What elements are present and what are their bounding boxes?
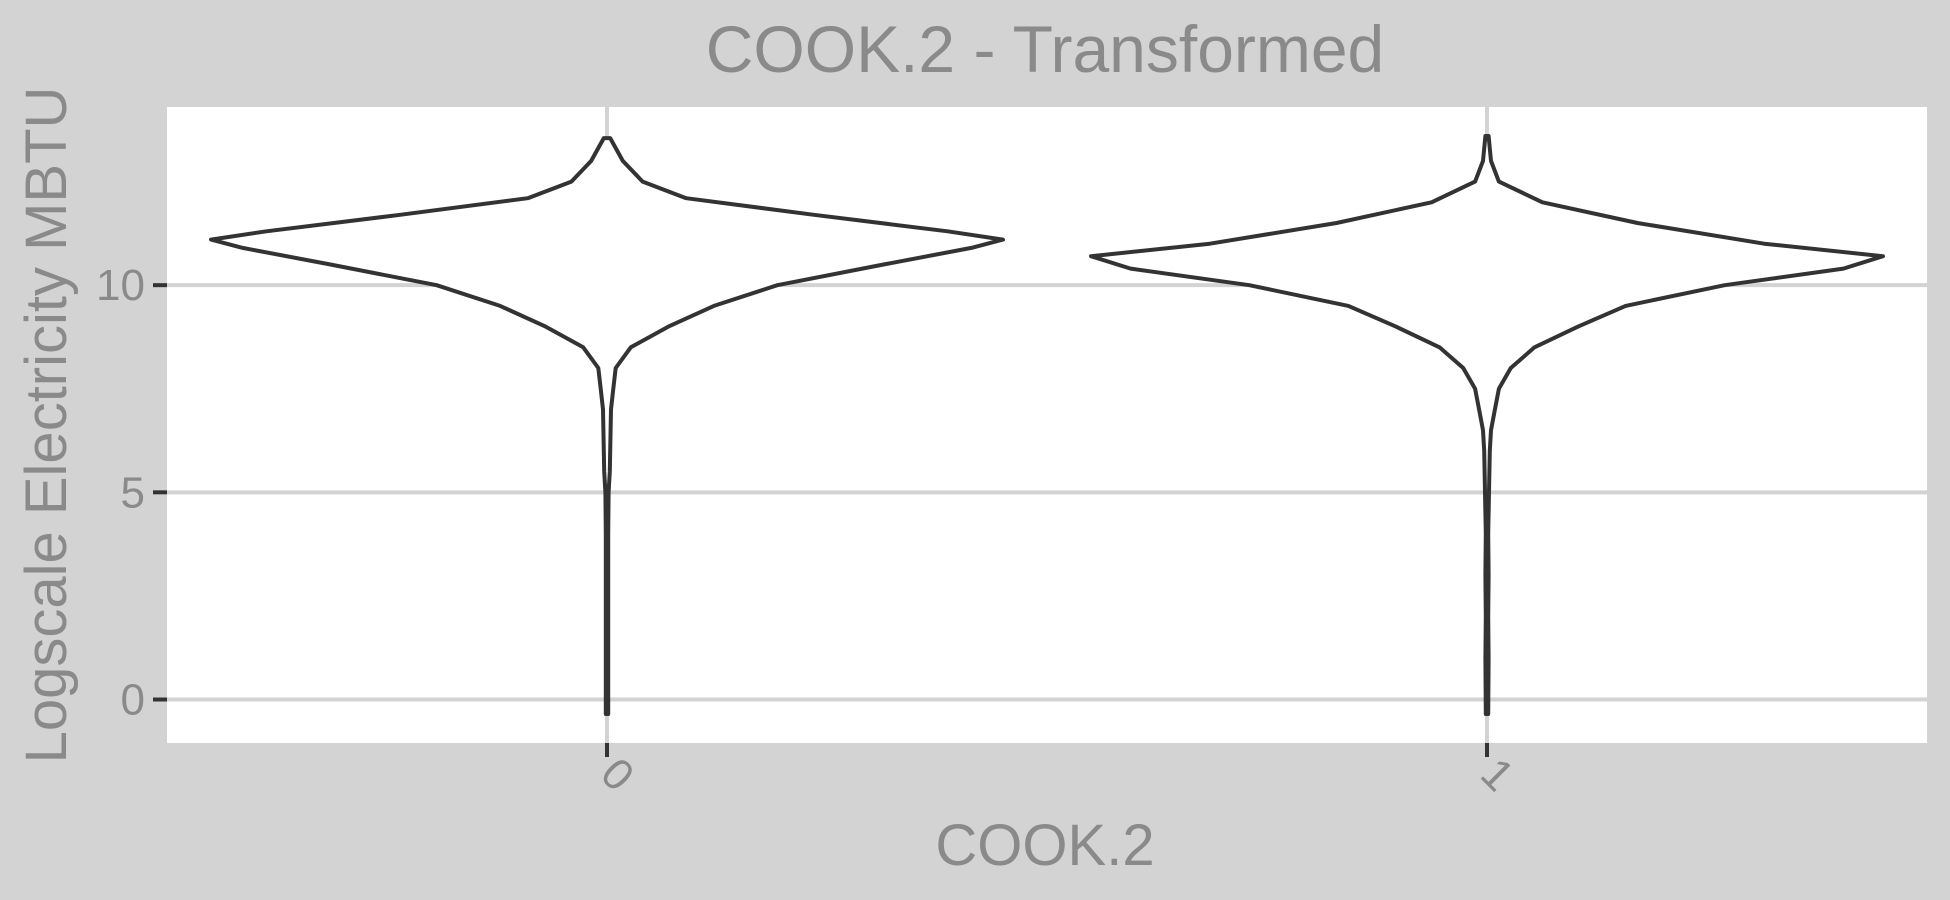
y-axis-title: Logscale Electricity MBTU [14,87,79,764]
y-tick-label: 0 [121,675,145,724]
x-axis-title: COOK.2 [935,813,1154,878]
y-tick-label: 10 [96,261,145,310]
y-tick-label: 5 [121,468,145,517]
chart-title: COOK.2 - Transformed [706,12,1385,86]
plot-panel [167,107,1927,743]
